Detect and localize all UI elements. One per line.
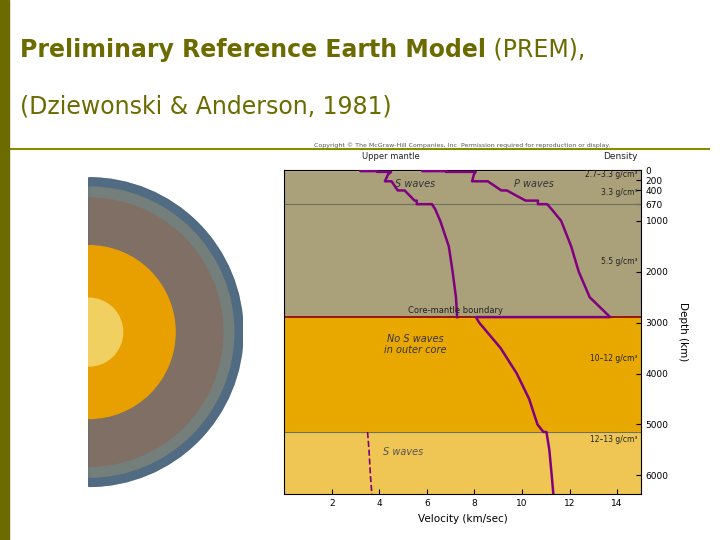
Wedge shape xyxy=(89,298,122,366)
Text: 3.3 g/cm³: 3.3 g/cm³ xyxy=(600,188,637,198)
Text: (PREM),: (PREM), xyxy=(486,38,585,62)
Wedge shape xyxy=(89,246,175,418)
Text: Upper mantle: Upper mantle xyxy=(362,152,420,161)
Text: Mantle: Mantle xyxy=(96,309,156,319)
Wedge shape xyxy=(89,198,223,467)
Text: Density: Density xyxy=(603,152,637,161)
Text: Core-mantle boundary: Core-mantle boundary xyxy=(408,306,503,315)
Text: S waves: S waves xyxy=(395,179,435,189)
Text: 12–13 g/cm³: 12–13 g/cm³ xyxy=(590,435,637,444)
Text: 2.7–3.3 g/cm³: 2.7–3.3 g/cm³ xyxy=(585,170,637,179)
Text: 10–12 g/cm³: 10–12 g/cm³ xyxy=(590,354,637,363)
Wedge shape xyxy=(89,187,234,477)
Wedge shape xyxy=(89,197,225,468)
Wedge shape xyxy=(89,298,122,366)
Text: Copyright © The McGraw-Hill Companies, Inc  Permission required for reproduction: Copyright © The McGraw-Hill Companies, I… xyxy=(315,143,611,148)
Text: 5.5 g/cm³: 5.5 g/cm³ xyxy=(600,257,637,266)
X-axis label: Velocity (km/sec): Velocity (km/sec) xyxy=(418,514,508,523)
Text: Asthenosphere
(low-velocity zone): Asthenosphere (low-velocity zone) xyxy=(92,188,182,220)
Text: Solid
inner
core: Solid inner core xyxy=(94,440,112,460)
Wedge shape xyxy=(89,206,215,458)
Text: Liquid
outer
core: Liquid outer core xyxy=(94,378,125,398)
Text: Lithosphere: Lithosphere xyxy=(92,230,207,239)
Text: No S waves
in outer core: No S waves in outer core xyxy=(384,334,446,355)
Wedge shape xyxy=(89,246,175,418)
Text: Preliminary Reference Earth Model: Preliminary Reference Earth Model xyxy=(20,38,486,62)
Text: P waves: P waves xyxy=(514,179,554,189)
Text: (Dziewonski & Anderson, 1981): (Dziewonski & Anderson, 1981) xyxy=(20,94,392,118)
Y-axis label: Depth (km): Depth (km) xyxy=(678,302,688,362)
Wedge shape xyxy=(89,178,243,487)
Wedge shape xyxy=(89,178,243,487)
Text: S waves: S waves xyxy=(383,447,423,457)
